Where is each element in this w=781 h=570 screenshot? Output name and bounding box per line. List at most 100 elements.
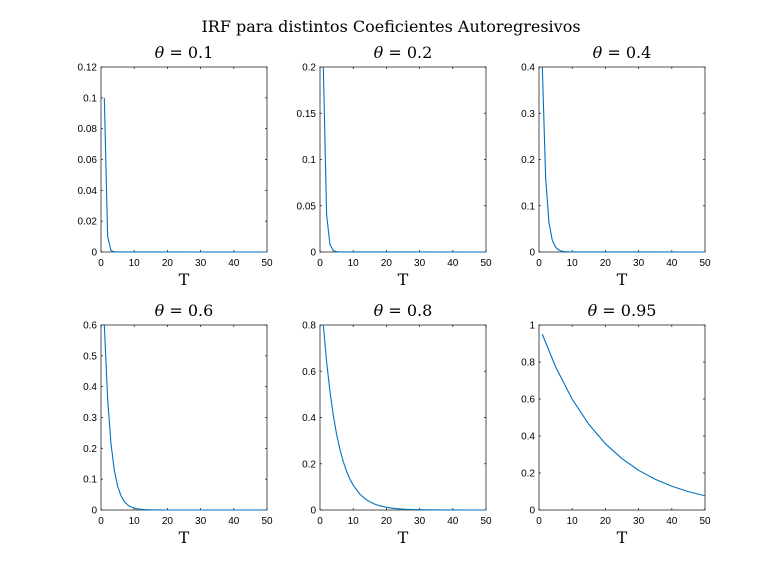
x-tick-label: 50 (699, 258, 711, 269)
x-tick-label: 30 (195, 516, 207, 527)
theta-symbol: θ (155, 301, 165, 320)
subplot-3: θ = 0.4 0 10 20 30 40 50 0 0.1 0.2 0.3 0.4 T (521, 43, 711, 289)
y-tick-label: 0.5 (83, 351, 97, 362)
y-tick-label: 0.8 (302, 321, 316, 332)
x-axis-label: T (398, 528, 409, 547)
theta-symbol: θ (588, 301, 598, 320)
axes-box (319, 66, 487, 253)
y-tick-label: 0.2 (302, 459, 316, 470)
x-tick-label: 30 (414, 258, 426, 269)
x-tick-label: 10 (567, 258, 579, 269)
x-tick-label: 10 (129, 516, 141, 527)
axes-box (100, 324, 268, 511)
theta-symbol: θ (593, 43, 603, 62)
subplot-title: θ = 0.6 (155, 301, 214, 320)
subplot-title-value: = 0.95 (597, 301, 656, 320)
y-tick-label: 0 (91, 506, 97, 517)
x-tick-label: 20 (381, 258, 393, 269)
y-tick-label: 0.6 (302, 367, 316, 378)
y-tick-label: 0.08 (78, 124, 98, 135)
y-tick-label: 0.12 (78, 63, 98, 74)
x-tick-label: 50 (699, 516, 711, 527)
y-tick-label: 0.6 (521, 395, 535, 406)
x-tick-label: 0 (98, 258, 104, 269)
x-tick-label: 20 (600, 258, 612, 269)
x-tick-label: 20 (162, 516, 174, 527)
x-tick-label: 40 (447, 516, 459, 527)
x-tick-label: 0 (98, 516, 104, 527)
subplot-2: θ = 0.2 0 10 20 30 40 50 0 0.05 0.1 0.15 0.2 T (297, 43, 492, 289)
axes-box (538, 324, 706, 511)
x-axis-label: T (617, 528, 628, 547)
x-tick-label: 20 (381, 516, 393, 527)
y-tick-label: 0.2 (83, 444, 97, 455)
subplot-title: θ = 0.8 (374, 301, 433, 320)
x-axis-label: T (179, 528, 190, 547)
y-tick-label: 0.04 (78, 186, 98, 197)
y-tick-label: 0.4 (302, 413, 316, 424)
y-tick-label: 0.8 (521, 358, 535, 369)
subplot-title: θ = 0.2 (374, 43, 433, 62)
y-tick-label: 0 (529, 248, 535, 259)
x-tick-label: 30 (633, 258, 645, 269)
y-tick-label: 0.06 (78, 155, 98, 166)
y-tick-label: 0.05 (297, 201, 317, 212)
y-tick-label: 0 (529, 506, 535, 517)
x-axis-label: T (398, 270, 409, 289)
x-tick-label: 40 (228, 258, 240, 269)
y-tick-label: 0.1 (302, 155, 316, 166)
y-tick-label: 0.4 (83, 382, 97, 393)
irf-series-line (322, 324, 487, 511)
x-tick-label: 40 (666, 516, 678, 527)
x-axis-label: T (617, 270, 628, 289)
x-tick-label: 30 (633, 516, 645, 527)
axes-box (538, 66, 706, 253)
subplot-title-value: = 0.1 (164, 43, 213, 62)
y-tick-label: 0.2 (302, 63, 316, 74)
subplot-4: θ = 0.6 0 10 20 30 40 50 0 0.1 0.2 0.3 0.4 0.5 0.6 T (83, 301, 273, 547)
x-tick-label: 20 (162, 258, 174, 269)
subplot-title: θ = 0.95 (588, 301, 657, 320)
irf-series-line (103, 324, 267, 511)
x-tick-label: 50 (261, 258, 273, 269)
theta-symbol: θ (155, 43, 165, 62)
irf-series-line (541, 334, 706, 497)
x-tick-label: 40 (447, 258, 459, 269)
y-tick-label: 0.1 (521, 201, 535, 212)
irf-series-line (103, 97, 268, 253)
y-tick-label: 0.1 (83, 475, 97, 486)
y-tick-label: 0.2 (521, 155, 535, 166)
y-tick-label: 0.2 (521, 469, 535, 480)
y-tick-label: 0.4 (521, 63, 535, 74)
x-tick-label: 50 (480, 516, 492, 527)
x-tick-label: 40 (666, 258, 678, 269)
y-tick-label: 0 (310, 506, 316, 517)
subplot-title-value: = 0.2 (383, 43, 432, 62)
axes-box (319, 324, 487, 511)
x-tick-label: 0 (536, 516, 542, 527)
subplot-6: θ = 0.95 0 10 20 30 40 50 0 0.2 0.4 0.6 0.8 1 T (521, 301, 711, 547)
subplot-title-value: = 0.6 (164, 301, 213, 320)
x-tick-label: 30 (414, 516, 426, 527)
theta-symbol: θ (374, 43, 384, 62)
y-tick-label: 0.3 (521, 109, 535, 120)
subplot-title-value: = 0.8 (383, 301, 432, 320)
irf-series-line (322, 66, 487, 253)
subplot-title-value: = 0.4 (602, 43, 651, 62)
figure-title: IRF para distintos Coeficientes Autoregr… (201, 17, 580, 36)
x-tick-label: 0 (536, 258, 542, 269)
y-tick-label: 0.02 (78, 217, 98, 228)
x-tick-label: 50 (480, 258, 492, 269)
x-tick-label: 40 (228, 516, 240, 527)
x-tick-label: 10 (129, 258, 141, 269)
axes-box (100, 66, 268, 253)
y-tick-label: 0.15 (297, 109, 317, 120)
subplot-5: θ = 0.8 0 10 20 30 40 50 0 0.2 0.4 0.6 0.8 T (302, 301, 492, 547)
y-tick-label: 0.1 (83, 93, 97, 104)
y-tick-label: 1 (529, 321, 535, 332)
x-tick-label: 10 (567, 516, 579, 527)
y-tick-label: 0 (91, 248, 97, 259)
subplot-1: θ = 0.1 0 10 20 30 40 50 0 0.02 0.04 0.06 0.08 0.1 0.… (78, 43, 273, 289)
theta-symbol: θ (374, 301, 384, 320)
